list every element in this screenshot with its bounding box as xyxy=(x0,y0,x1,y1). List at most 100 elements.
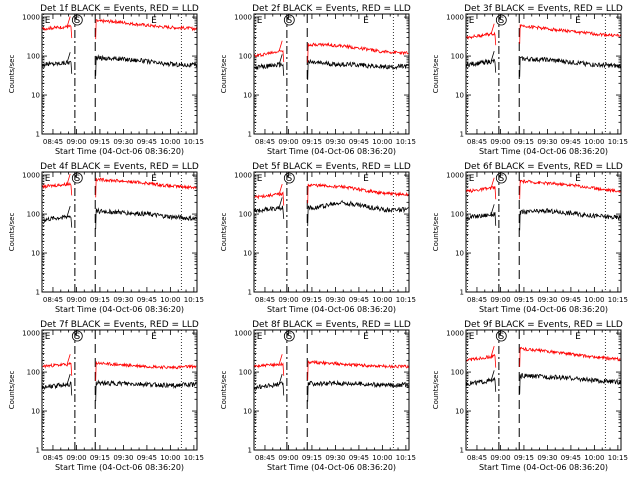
panel-det-3: Det 3f BLACK = Events, RED = LLD 1 10 100 10… xyxy=(432,4,628,156)
y-axis-label: Counts/sec xyxy=(432,55,440,94)
x-tick-label: 09:00 xyxy=(278,138,298,146)
y-tick-label: 10 xyxy=(31,408,40,416)
marker-label-s: S xyxy=(74,332,80,342)
x-tick-label: 10:00 xyxy=(584,296,604,304)
trace-rise xyxy=(66,373,71,385)
marker-label-e: E xyxy=(575,332,581,342)
y-tick-label: 1000 xyxy=(446,14,464,22)
lld-trace xyxy=(95,361,197,381)
panel-title: Det 8f BLACK = Events, RED = LLD xyxy=(252,320,411,330)
panel-title: Det 7f BLACK = Events, RED = LLD xyxy=(40,320,199,330)
marker-circle xyxy=(495,172,507,184)
x-tick-label: 09:45 xyxy=(561,138,581,146)
x-tick-label: 08:45 xyxy=(43,138,63,146)
trace-rise xyxy=(490,51,495,62)
lld-trace xyxy=(466,31,497,46)
panel-det-5: Det 5f BLACK = Events, RED = LLD 1 10 100 10… xyxy=(220,162,416,314)
x-tick-label: 09:30 xyxy=(113,138,133,146)
marker-label-s: S xyxy=(74,174,80,184)
plot-frame xyxy=(253,13,410,135)
events-trace xyxy=(519,55,621,77)
marker-label-e: E xyxy=(151,16,157,26)
x-tick-label: 09:30 xyxy=(537,454,557,462)
x-tick-label: 09:00 xyxy=(66,296,86,304)
x-tick-label: 09:15 xyxy=(90,138,110,146)
events-trace xyxy=(519,372,621,394)
marker-label-s: S xyxy=(286,16,292,26)
x-tick-label: 08:45 xyxy=(43,296,63,304)
events-trace xyxy=(254,61,285,76)
marker-label-s: S xyxy=(286,332,292,342)
y-tick-label: 100 xyxy=(451,211,464,219)
events-trace xyxy=(307,199,409,227)
x-tick-label: 09:15 xyxy=(302,296,322,304)
lld-trace xyxy=(254,49,285,63)
y-tick-label: 10 xyxy=(243,250,252,258)
plot-frame xyxy=(41,13,198,135)
x-tick-label: 08:45 xyxy=(467,454,487,462)
y-tick-label: 100 xyxy=(27,211,40,219)
trace-rise xyxy=(66,173,71,185)
x-tick-label: 10:00 xyxy=(372,454,392,462)
x-tick-label: 09:30 xyxy=(537,296,557,304)
x-tick-label: 09:00 xyxy=(490,454,510,462)
x-tick-label: 09:30 xyxy=(325,138,345,146)
x-tick-label: 08:45 xyxy=(467,296,487,304)
x-tick-label: 09:45 xyxy=(137,138,157,146)
y-tick-label: 1 xyxy=(36,131,40,139)
marker-circle xyxy=(283,14,295,26)
panel-title: Det 1f BLACK = Events, RED = LLD xyxy=(40,4,199,14)
panel-det-2: Det 2f BLACK = Events, RED = LLD 1 10 100 10… xyxy=(220,4,416,156)
marker-circle xyxy=(71,14,83,26)
x-tick-label: 09:45 xyxy=(349,296,369,304)
y-tick-label: 1000 xyxy=(446,330,464,338)
marker-circle xyxy=(71,330,83,342)
y-tick-label: 10 xyxy=(455,250,464,258)
lld-trace xyxy=(307,182,409,204)
x-tick-label: 09:15 xyxy=(514,138,534,146)
y-tick-label: 1000 xyxy=(234,172,252,180)
events-trace xyxy=(42,214,73,228)
marker-label-e: E xyxy=(469,174,475,184)
marker-label-e: E xyxy=(575,16,581,26)
y-axis-label: Counts/sec xyxy=(220,55,228,94)
y-tick-label: 10 xyxy=(243,92,252,100)
x-axis-label: Start Time (04-Oct-06 08:36:20) xyxy=(267,305,396,314)
lld-trace xyxy=(519,24,621,44)
x-axis-label: Start Time (04-Oct-06 08:36:20) xyxy=(55,463,184,472)
events-trace xyxy=(307,379,409,402)
events-trace xyxy=(254,381,285,396)
lld-trace xyxy=(95,18,197,40)
plot-frame xyxy=(465,13,622,135)
plot-frame xyxy=(465,329,622,451)
marker-circle xyxy=(283,330,295,342)
trace-rise xyxy=(278,40,283,52)
y-tick-label: 1 xyxy=(248,289,252,297)
marker-circle xyxy=(495,14,507,26)
marker-label-e: E xyxy=(151,174,157,184)
marker-label-e: E xyxy=(257,174,263,184)
x-tick-label: 09:15 xyxy=(302,454,322,462)
x-axis-label: Start Time (04-Oct-06 08:36:20) xyxy=(267,147,396,156)
x-tick-label: 09:15 xyxy=(514,454,534,462)
x-tick-label: 09:30 xyxy=(325,454,345,462)
y-axis-label: Counts/sec xyxy=(432,213,440,252)
lld-trace xyxy=(42,361,73,376)
x-tick-label: 09:15 xyxy=(302,138,322,146)
lld-trace xyxy=(466,186,497,200)
x-tick-label: 09:00 xyxy=(66,138,86,146)
plot-frame xyxy=(41,171,198,293)
plot-frame xyxy=(253,329,410,451)
x-tick-label: 08:45 xyxy=(43,454,63,462)
panel-title: Det 6f BLACK = Events, RED = LLD xyxy=(464,162,623,172)
y-tick-label: 100 xyxy=(27,369,40,377)
x-tick-label: 09:00 xyxy=(278,296,298,304)
panel-det-9: Det 9f BLACK = Events, RED = LLD 1 10 100 10… xyxy=(432,320,628,472)
marker-label-s: S xyxy=(74,16,80,26)
events-trace xyxy=(466,58,497,73)
x-tick-label: 08:45 xyxy=(255,138,275,146)
trace-rise xyxy=(66,206,71,217)
marker-label-e: E xyxy=(363,174,369,184)
y-tick-label: 100 xyxy=(451,53,464,61)
x-axis-label: Start Time (04-Oct-06 08:36:20) xyxy=(479,305,608,314)
